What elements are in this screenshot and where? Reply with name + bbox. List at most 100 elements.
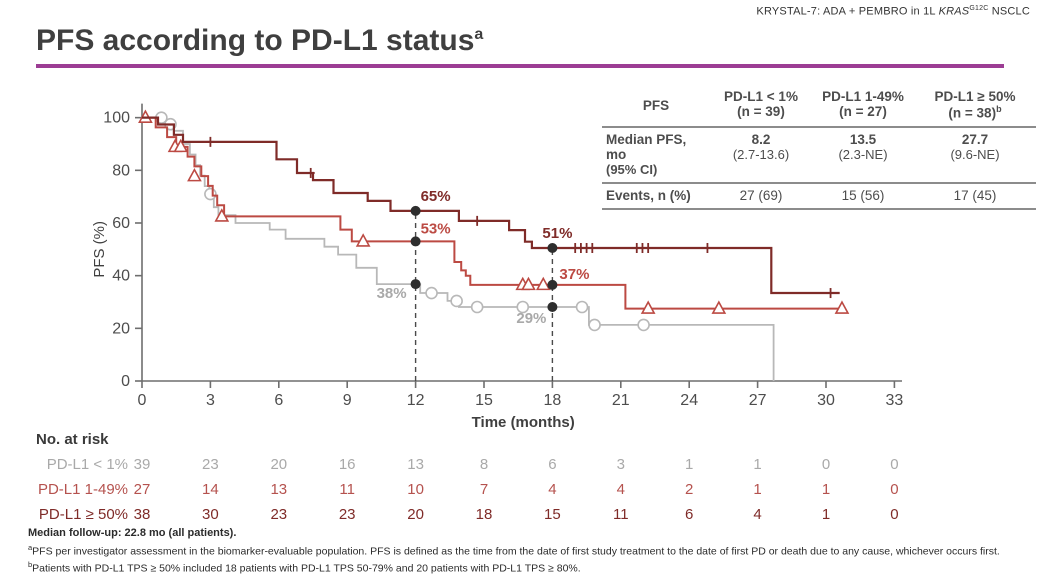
axes: 0 20 40 60 80 100 0 3 6 9 12 15 18 21 24 27 30 33 Time (mo… xyxy=(91,103,904,431)
landmark-label: 53% xyxy=(421,220,451,237)
title-underline xyxy=(36,64,1004,68)
median-value-col1: 8.2 (2.7-13.6) xyxy=(710,131,812,178)
at-risk-count: 23 xyxy=(338,506,356,523)
landmark-dot xyxy=(410,279,421,290)
triangle-marker xyxy=(640,300,656,314)
at-risk-row: PD-L1 < 1% 39 23 20 16 13 8 6 3 1 1 0 0 xyxy=(0,456,1040,478)
landmark-dot xyxy=(547,279,558,290)
y-axis-label: PFS (%) xyxy=(91,221,108,278)
circle-marker xyxy=(204,187,217,201)
footnote: aPFS per investigator assessment in the … xyxy=(28,543,1023,576)
table-rule xyxy=(602,206,1036,210)
header-gene: KRAS xyxy=(938,5,970,18)
triangle-marker xyxy=(214,208,230,222)
triangle-marker xyxy=(355,233,371,247)
y-tick-label: 60 xyxy=(112,215,130,232)
stats-col-header-2: PD-L1 1-49% (n = 27) xyxy=(812,88,914,122)
series-pd-l1-1-49- xyxy=(138,109,850,314)
at-risk-count: 30 xyxy=(202,506,219,523)
at-risk-row-label: PD-L1 1-49% xyxy=(37,481,128,498)
landmark-dot xyxy=(410,236,421,247)
at-risk-count: 2 xyxy=(685,481,694,498)
at-risk-count: 1 xyxy=(821,481,831,498)
pfs-stats-table: PFS PD-L1 < 1% (n = 39) PD-L1 1-49% (n = 2… xyxy=(602,88,1036,213)
landmark-dot xyxy=(547,301,558,312)
at-risk-count: 7 xyxy=(479,481,489,498)
landmark-label: 37% xyxy=(559,266,589,283)
x-axis-label: Time (months) xyxy=(472,414,575,431)
landmark-label: 38% xyxy=(377,285,407,302)
footnote-b-text: Patients with PD-L1 TPS ≥ 50% included 1… xyxy=(32,562,581,575)
x-tick-label: 9 xyxy=(343,392,352,409)
median-value-col3: 27.7 (9.6-NE) xyxy=(914,131,1036,178)
y-tick-label: 40 xyxy=(112,268,130,285)
header-prefix: KRYSTAL-7: ADA + PEMBRO in 1L xyxy=(756,5,939,18)
at-risk-count: 14 xyxy=(202,481,219,498)
x-tick-label: 30 xyxy=(817,392,835,409)
x-tick-label: 24 xyxy=(680,392,698,409)
col3-n: (n = 38) xyxy=(948,105,997,121)
page-title-superscript: a xyxy=(474,26,484,43)
circle-marker xyxy=(588,318,601,332)
header-gene-superscript: G12C xyxy=(969,5,989,12)
at-risk-count: 3 xyxy=(616,456,625,473)
km-curve xyxy=(142,116,775,381)
circle-marker xyxy=(425,286,438,300)
median-label-line1: Median PFS, mo xyxy=(606,131,687,162)
stats-corner-label: PFS xyxy=(642,98,670,113)
col2-n: (n = 27) xyxy=(839,104,887,119)
col1-n: (n = 39) xyxy=(737,104,785,119)
col3-name: PD-L1 ≥ 50% xyxy=(934,89,1016,104)
at-risk-count: 6 xyxy=(685,506,694,523)
at-risk-count: 0 xyxy=(821,456,831,473)
events-value-col2: 15 (56) xyxy=(841,187,885,203)
at-risk-count: 27 xyxy=(133,481,151,498)
x-tick-label: 6 xyxy=(274,392,283,409)
series-pd-l1-50- xyxy=(142,116,840,299)
at-risk-count: 23 xyxy=(202,456,219,473)
footnote-a-superscript: a xyxy=(28,543,33,552)
stats-col-header-3: PD-L1 ≥ 50% (n = 38)b xyxy=(914,88,1036,122)
at-risk-row-label: PD-L1 ≥ 50% xyxy=(38,506,128,523)
at-risk-count: 1 xyxy=(685,456,694,473)
footnote-a-text: PFS per investigator assessment in the b… xyxy=(32,545,1000,558)
circle-marker xyxy=(575,300,589,314)
at-risk-row: PD-L1 ≥ 50% 38 30 23 23 20 18 15 11 6 4 1 0 xyxy=(0,506,1040,528)
at-risk-count: 0 xyxy=(890,481,899,498)
y-tick-label: 0 xyxy=(121,373,130,390)
median-value: 8.2 xyxy=(751,131,771,147)
triangle-marker xyxy=(521,276,536,291)
median-ci: (2.3-NE) xyxy=(838,146,888,162)
triangle-marker xyxy=(834,300,850,314)
landmark-dot xyxy=(547,243,558,254)
x-tick-label: 0 xyxy=(138,392,147,409)
at-risk-count: 1 xyxy=(753,456,762,473)
triangle-marker xyxy=(173,138,189,153)
x-tick-label: 33 xyxy=(886,392,904,409)
at-risk-count: 0 xyxy=(890,456,899,473)
at-risk-count: 15 xyxy=(544,506,561,523)
landmark-dot xyxy=(410,205,421,216)
y-tick-label: 20 xyxy=(112,320,130,337)
footnote-b-superscript: b xyxy=(28,559,33,569)
triangle-marker xyxy=(535,276,551,291)
median-followup-note: Median follow-up: 22.8 mo (all patients)… xyxy=(28,527,237,539)
circle-marker xyxy=(450,294,463,308)
at-risk-count: 4 xyxy=(548,481,557,498)
circle-marker xyxy=(470,300,484,314)
at-risk-heading: No. at risk xyxy=(36,431,109,448)
col2-name: PD-L1 1-49% xyxy=(822,89,904,104)
events-value-col3: 17 (45) xyxy=(953,187,997,203)
at-risk-count: 6 xyxy=(548,456,557,473)
at-risk-count: 11 xyxy=(339,481,355,498)
col1-name: PD-L1 < 1% xyxy=(724,89,798,104)
landmark-label: 65% xyxy=(421,188,451,205)
at-risk-row: PD-L1 1-49% 27 14 13 11 10 7 4 4 2 1 1 0 xyxy=(0,481,1040,503)
at-risk-count: 39 xyxy=(133,456,151,473)
x-tick-label: 15 xyxy=(475,392,493,409)
header-suffix: NSCLC xyxy=(988,5,1030,18)
at-risk-count: 16 xyxy=(338,456,356,473)
km-plot-container: 0 20 40 60 80 100 0 3 6 9 12 15 18 21 24 27 30 33 Time (mo… xyxy=(0,88,1040,433)
x-tick-label: 21 xyxy=(612,392,630,409)
x-tick-label: 3 xyxy=(206,392,215,409)
